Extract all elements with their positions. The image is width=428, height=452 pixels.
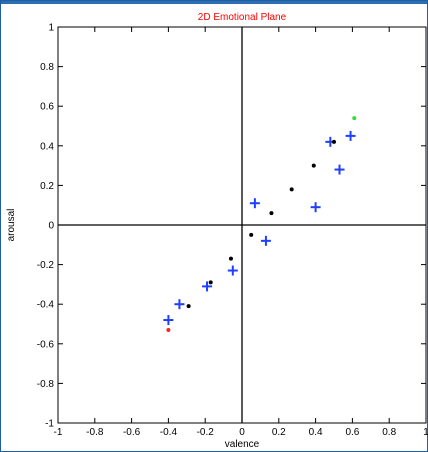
x-tick-label: 0.6 — [345, 427, 359, 438]
dot-marker-point — [289, 187, 294, 192]
x-tick-label: -0.4 — [160, 427, 178, 438]
plus-marker-point — [249, 198, 260, 209]
plus-marker-point — [227, 265, 238, 276]
x-tick-label: -0.2 — [197, 427, 215, 438]
y-tick-label: 0.8 — [40, 62, 54, 73]
x-axis-label: valence — [225, 439, 260, 450]
window-frame-strip — [1, 1, 427, 4]
y-tick-label: 1 — [48, 23, 54, 34]
y-tick-label: -0.4 — [37, 300, 55, 311]
chart-title: 2D Emotional Plane — [198, 12, 287, 23]
y-tick-label: -0.2 — [37, 260, 55, 271]
y-tick-label: 0 — [48, 221, 54, 232]
x-tick-label: 0.2 — [272, 427, 286, 438]
dot-marker-point — [269, 211, 274, 216]
dot-marker-point — [186, 304, 191, 309]
x-tick-label: -0.8 — [86, 427, 104, 438]
y-tick-label: 0.6 — [40, 102, 54, 113]
x-tick-label: 1 — [423, 427, 428, 438]
plus-marker-point — [260, 235, 271, 246]
y-tick-label: -1 — [45, 419, 54, 430]
plus-marker-point — [345, 130, 356, 141]
dot-marker-point — [352, 116, 357, 121]
y-tick-labels: 1 0.8 0.6 0.4 0.2 0 -0.2 -0.4 -0.6 -0.8 -1 — [37, 23, 55, 430]
plus-marker-point — [174, 299, 185, 310]
y-tick-label: 0.4 — [40, 141, 54, 152]
dot-marker-point — [166, 327, 171, 332]
y-tick-label: 0.2 — [40, 181, 54, 192]
y-tick-label: -0.6 — [37, 339, 55, 350]
y-tick-label: -0.8 — [37, 379, 55, 390]
data-points — [163, 116, 357, 332]
dot-marker-point — [208, 280, 213, 285]
dot-marker-point — [332, 139, 336, 144]
y-axis-label: arousal — [6, 209, 17, 242]
dot-marker-point — [228, 256, 233, 261]
plus-marker-point — [202, 281, 213, 292]
x-tick-label: 0 — [239, 427, 245, 438]
x-tick-label: 0.8 — [382, 427, 396, 438]
x-tick-labels: -1 -0.8 -0.6 -0.4 -0.2 0 0.2 0.4 0.6 0.8 1 — [54, 427, 428, 438]
plus-marker-point — [310, 202, 321, 213]
dot-marker-point — [249, 232, 254, 237]
plus-marker-point — [334, 164, 345, 175]
dot-marker-point — [311, 163, 316, 168]
x-tick-label: 0.4 — [309, 427, 323, 438]
plus-marker-point — [163, 315, 174, 326]
x-tick-label: -0.6 — [123, 427, 141, 438]
x-tick-label: -1 — [54, 427, 63, 438]
